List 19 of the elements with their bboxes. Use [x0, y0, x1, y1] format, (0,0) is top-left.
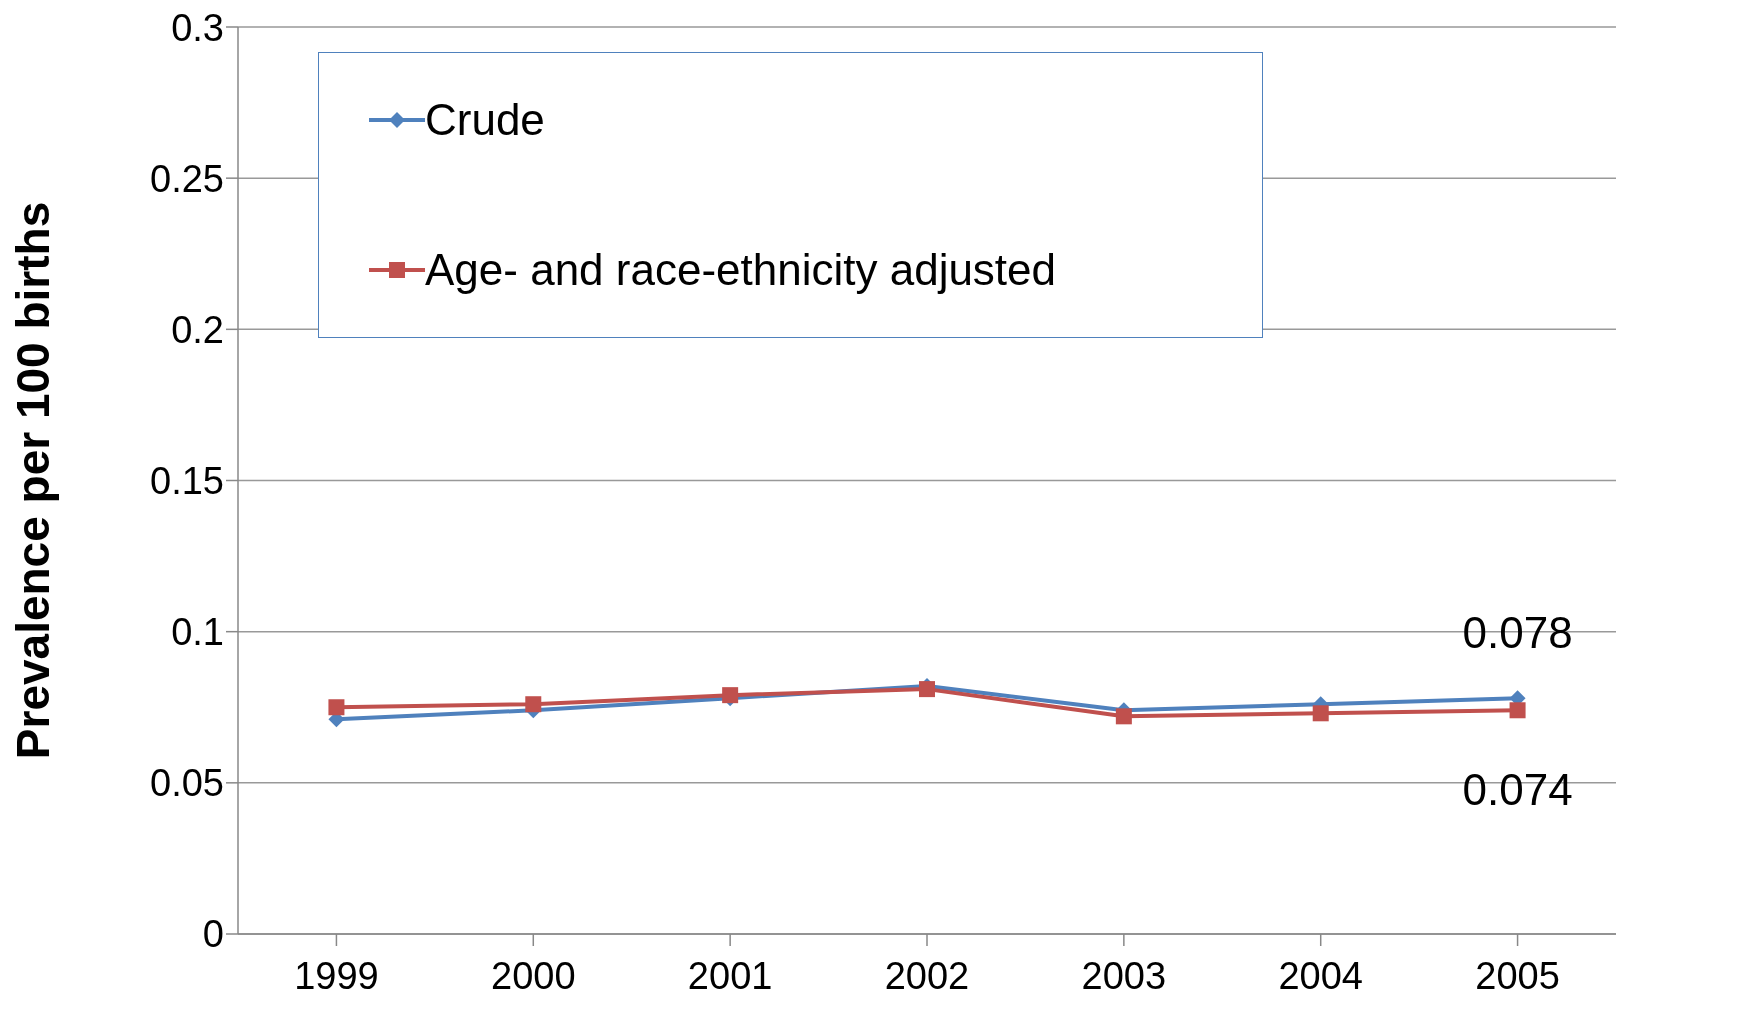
y-tick-label: 0.2 — [171, 308, 224, 351]
x-tick-label: 2002 — [884, 954, 970, 997]
x-tick-label: 1999 — [294, 954, 379, 997]
y-tick-label: 0.1 — [171, 611, 224, 654]
legend-label: Age- and race-ethnicity adjusted — [425, 245, 1057, 295]
y-tick-label: 0 — [202, 913, 224, 956]
y-tick-label: 0.15 — [150, 459, 224, 502]
x-tick-label: 2001 — [687, 954, 773, 997]
x-tick-label: 2004 — [1278, 954, 1363, 997]
y-tick-label: 0.25 — [150, 157, 224, 200]
x-tick-label: 2003 — [1081, 954, 1167, 997]
x-tick-label: 2005 — [1475, 954, 1560, 997]
x-tick-label: 2000 — [491, 954, 576, 997]
y-tick-label: 0.3 — [171, 6, 224, 49]
y-tick-label: 0.05 — [150, 762, 224, 805]
legend-label: Crude — [425, 95, 545, 145]
data-label: 0.078 — [1462, 608, 1573, 658]
y-axis-title: Prevalence per 100 births — [7, 201, 60, 760]
data-label: 0.074 — [1462, 765, 1573, 815]
